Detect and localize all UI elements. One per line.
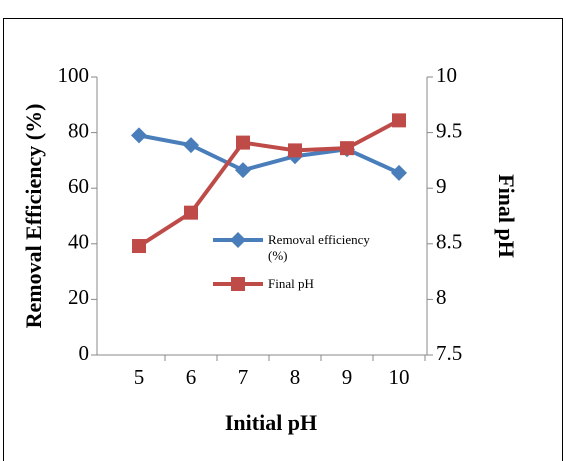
- data-point: [391, 164, 407, 181]
- y-tick-label: 100: [58, 63, 90, 87]
- y-tick-label: 40: [68, 230, 89, 254]
- x-tick-label: 9: [342, 365, 353, 389]
- y-tick-label: 80: [68, 118, 89, 142]
- data-point: [340, 141, 354, 156]
- y2-tick-label: 8.5: [436, 230, 462, 254]
- y2-axis-title: Final pH: [494, 174, 519, 258]
- data-point: [288, 143, 302, 158]
- data-point: [131, 127, 147, 144]
- x-tick-label: 5: [134, 365, 145, 389]
- legend-label: Removal efficiency (%): [268, 232, 370, 263]
- y2-tick-label: 8: [436, 285, 447, 309]
- y-axis-title: Removal Efficiency (%): [21, 104, 46, 329]
- data-point: [392, 113, 406, 128]
- y2-tick-label: 9.5: [436, 118, 462, 142]
- data-point: [235, 162, 251, 179]
- y-tick-label: 20: [68, 285, 89, 309]
- data-point: [236, 135, 250, 150]
- legend-marker: [231, 277, 245, 291]
- series-line: [138, 133, 400, 175]
- legend-marker: [230, 232, 246, 248]
- legend-label: Final pH: [268, 276, 314, 291]
- data-point: [184, 205, 198, 220]
- y-tick-label: 60: [68, 174, 89, 198]
- data-point: [183, 137, 199, 154]
- y2-tick-label: 10: [436, 63, 457, 87]
- series-line: [137, 118, 400, 248]
- y-tick-label: 0: [79, 341, 90, 365]
- x-tick-label: 7: [238, 365, 249, 389]
- y2-tick-label: 7.5: [436, 341, 462, 365]
- x-axis-title: Initial pH: [225, 410, 317, 435]
- x-tick-label: 6: [186, 365, 197, 389]
- x-tick-label: 8: [290, 365, 301, 389]
- x-tick-label: 10: [389, 365, 410, 389]
- data-point: [132, 239, 146, 254]
- frame: [3, 18, 563, 461]
- y2-tick-label: 9: [436, 174, 447, 198]
